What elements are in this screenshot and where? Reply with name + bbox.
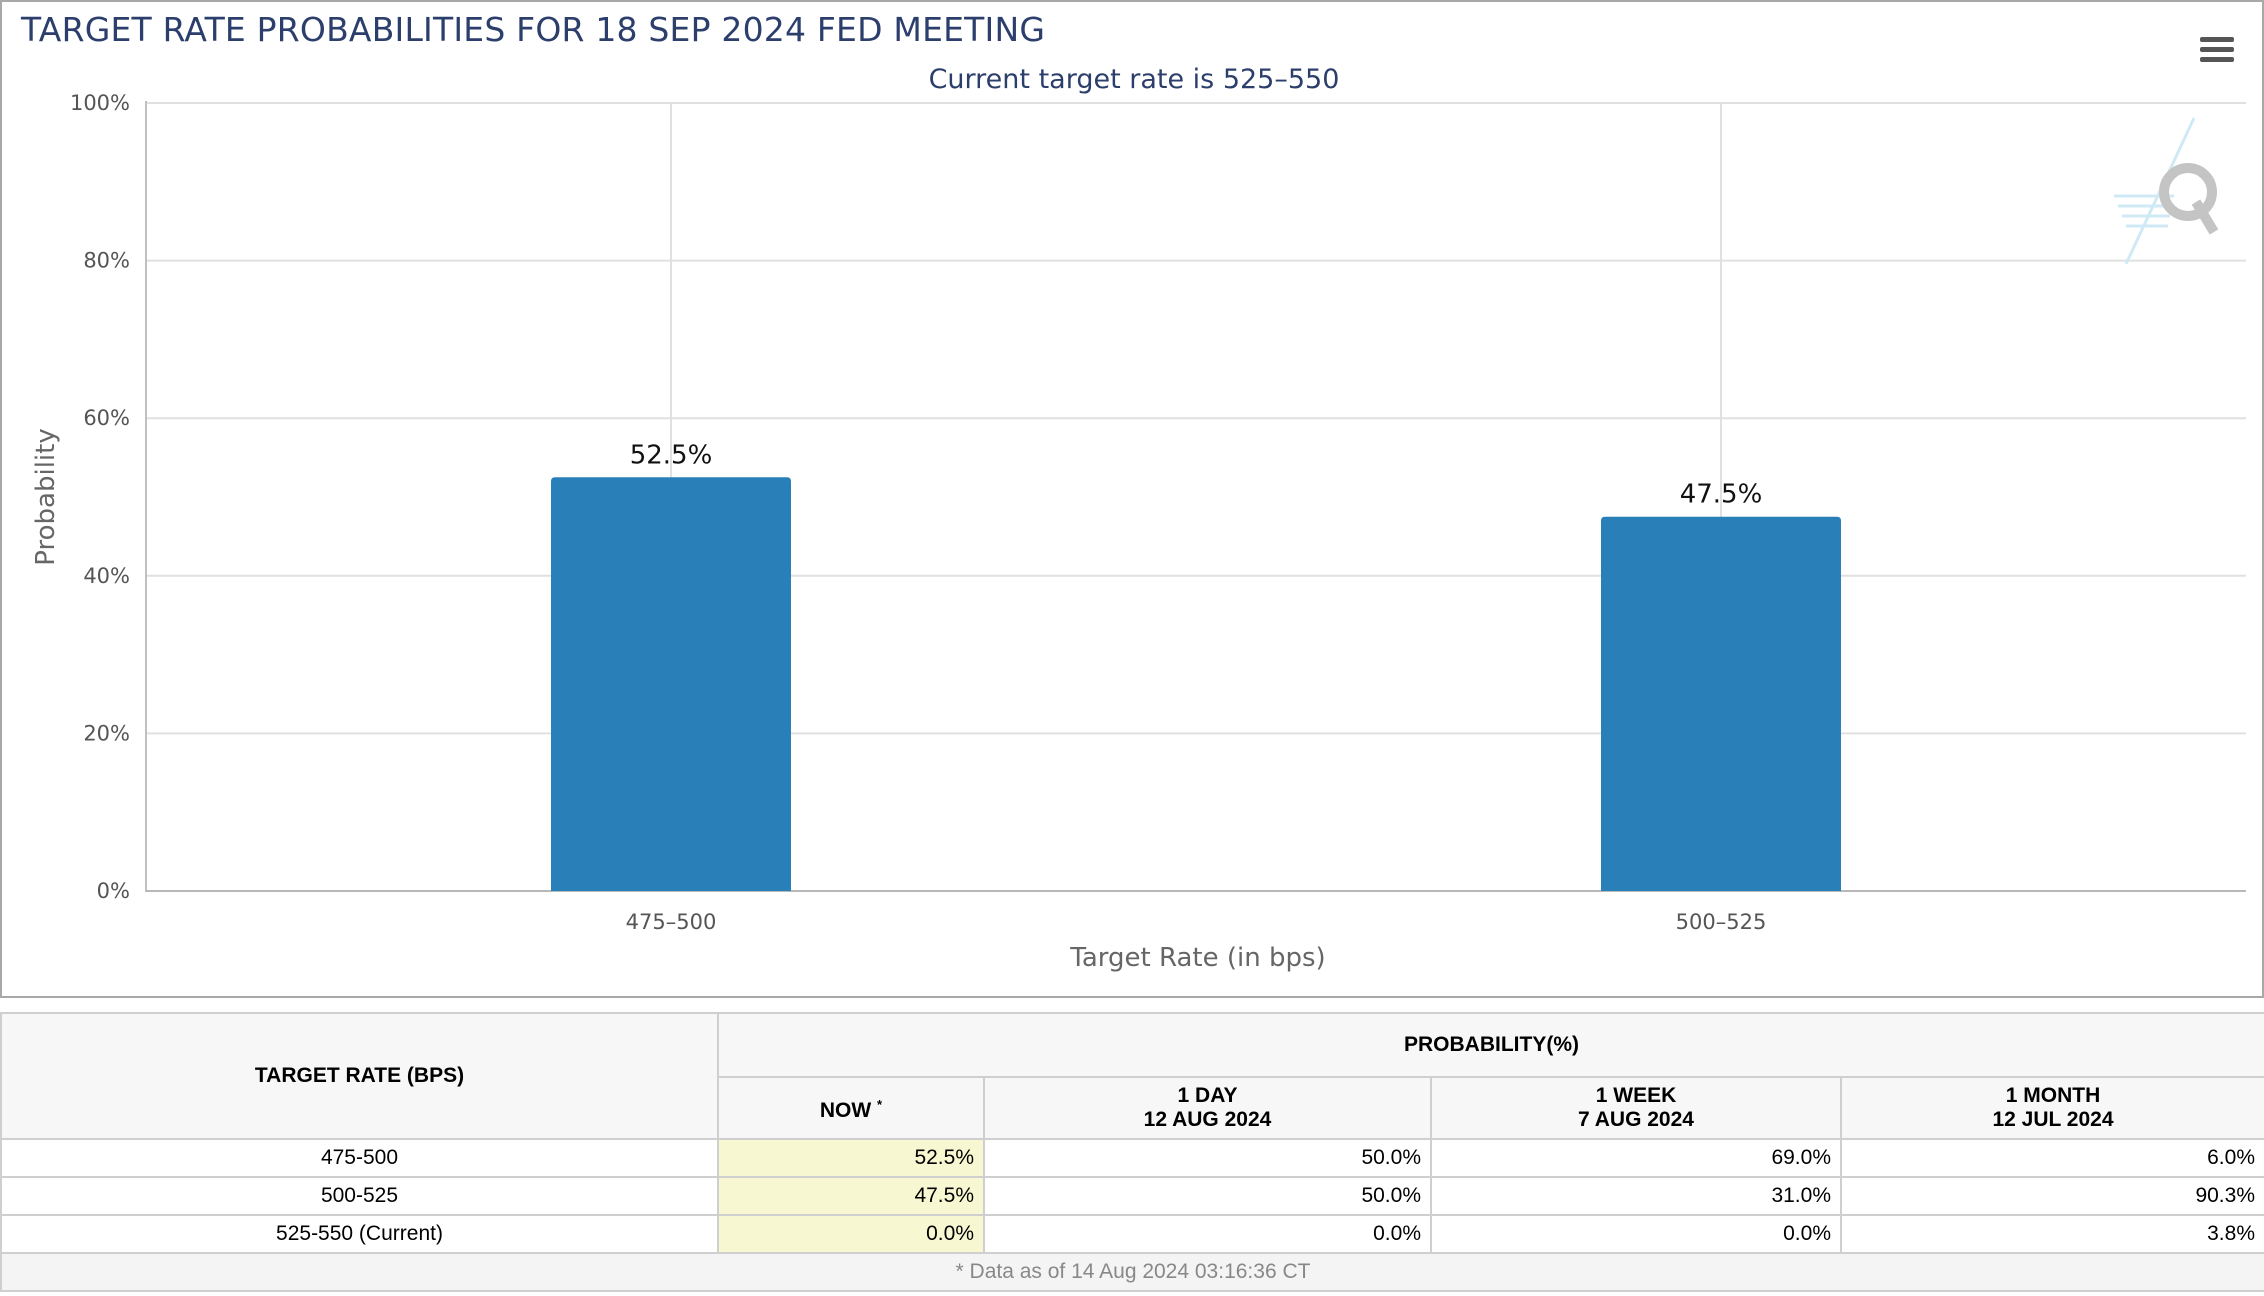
week-cell: 31.0% [1430, 1176, 1842, 1216]
rate-cell: 525-550 (Current) [0, 1214, 719, 1254]
week-cell: 69.0% [1430, 1138, 1842, 1178]
one-week-label: 1 WEEK [1595, 1084, 1677, 1107]
now-header-label: NOW [819, 1099, 872, 1122]
one-week-date: 7 AUG 2024 [1578, 1108, 1694, 1131]
bar-data-label: 47.5% [1680, 480, 1763, 510]
day-cell: 50.0% [983, 1176, 1432, 1216]
y-tick-label: 40% [83, 564, 130, 588]
one-day-header: 1 DAY 12 AUG 2024 [983, 1076, 1432, 1140]
now-cell: 47.5% [717, 1176, 985, 1216]
probability-table: TARGET RATE (BPS) PROBABILITY(%) NOW * 1… [0, 1012, 2264, 1292]
data-timestamp-footnote: * Data as of 14 Aug 2024 03:16:36 CT [0, 1252, 2264, 1292]
chart-subtitle: Current target rate is 525–550 [928, 64, 1340, 95]
week-cell: 0.0% [1430, 1214, 1842, 1254]
target-rate-header: TARGET RATE (BPS) [0, 1012, 719, 1140]
now-cell: 52.5% [717, 1138, 985, 1178]
now-header: NOW * [717, 1076, 985, 1140]
y-tick-label: 20% [83, 721, 130, 745]
month-cell: 6.0% [1840, 1138, 2264, 1178]
bar [551, 477, 791, 891]
y-axis-title: Probability [31, 428, 61, 565]
table-row: 475-500 52.5% 50.0% 69.0% 6.0% [0, 1138, 2264, 1178]
y-tick-label: 0% [97, 879, 130, 903]
y-tick-label: 60% [83, 406, 130, 430]
one-month-label: 1 MONTH [2005, 1084, 2101, 1107]
table-row: 500-525 47.5% 50.0% 31.0% 90.3% [0, 1176, 2264, 1216]
probability-group-header: PROBABILITY(%) [717, 1012, 2264, 1078]
one-week-header: 1 WEEK 7 AUG 2024 [1430, 1076, 1842, 1140]
y-tick-label: 100% [70, 91, 130, 115]
month-cell: 3.8% [1840, 1214, 2264, 1254]
bar-data-label: 52.5% [630, 440, 713, 470]
quikstrike-logo-watermark [2114, 117, 2219, 264]
hamburger-menu-icon[interactable] [2198, 34, 2238, 66]
chart-title: TARGET RATE PROBABILITIES FOR 18 SEP 202… [21, 10, 1046, 49]
one-day-label: 1 DAY [1177, 1084, 1238, 1107]
table-row: 525-550 (Current) 0.0% 0.0% 0.0% 3.8% [0, 1214, 2264, 1254]
day-cell: 50.0% [983, 1138, 1432, 1178]
rate-cell: 500-525 [0, 1176, 719, 1216]
day-cell: 0.0% [983, 1214, 1432, 1254]
one-day-date: 12 AUG 2024 [1143, 1108, 1272, 1131]
one-month-header: 1 MONTH 12 JUL 2024 [1840, 1076, 2264, 1140]
one-month-date: 12 JUL 2024 [1992, 1108, 2114, 1131]
x-tick-label: 500–525 [1676, 910, 1767, 934]
y-tick-label: 80% [83, 249, 130, 273]
x-axis-title: Target Rate (in bps) [1069, 943, 1325, 973]
month-cell: 90.3% [1840, 1176, 2264, 1216]
now-cell: 0.0% [717, 1214, 985, 1254]
now-footnote-marker: * [877, 1097, 883, 1112]
rate-cell: 475-500 [0, 1138, 719, 1178]
x-tick-label: 475–500 [626, 910, 717, 934]
bar [1601, 516, 1841, 891]
probability-bar-chart: 0% 20% 40% 60% 80% 100% 52.5% 475–500 47.5% 500–5… [31, 91, 2246, 973]
chart-panel: 0% 20% 40% 60% 80% 100% 52.5% 475–500 47.5% 500–5… [0, 0, 2264, 998]
